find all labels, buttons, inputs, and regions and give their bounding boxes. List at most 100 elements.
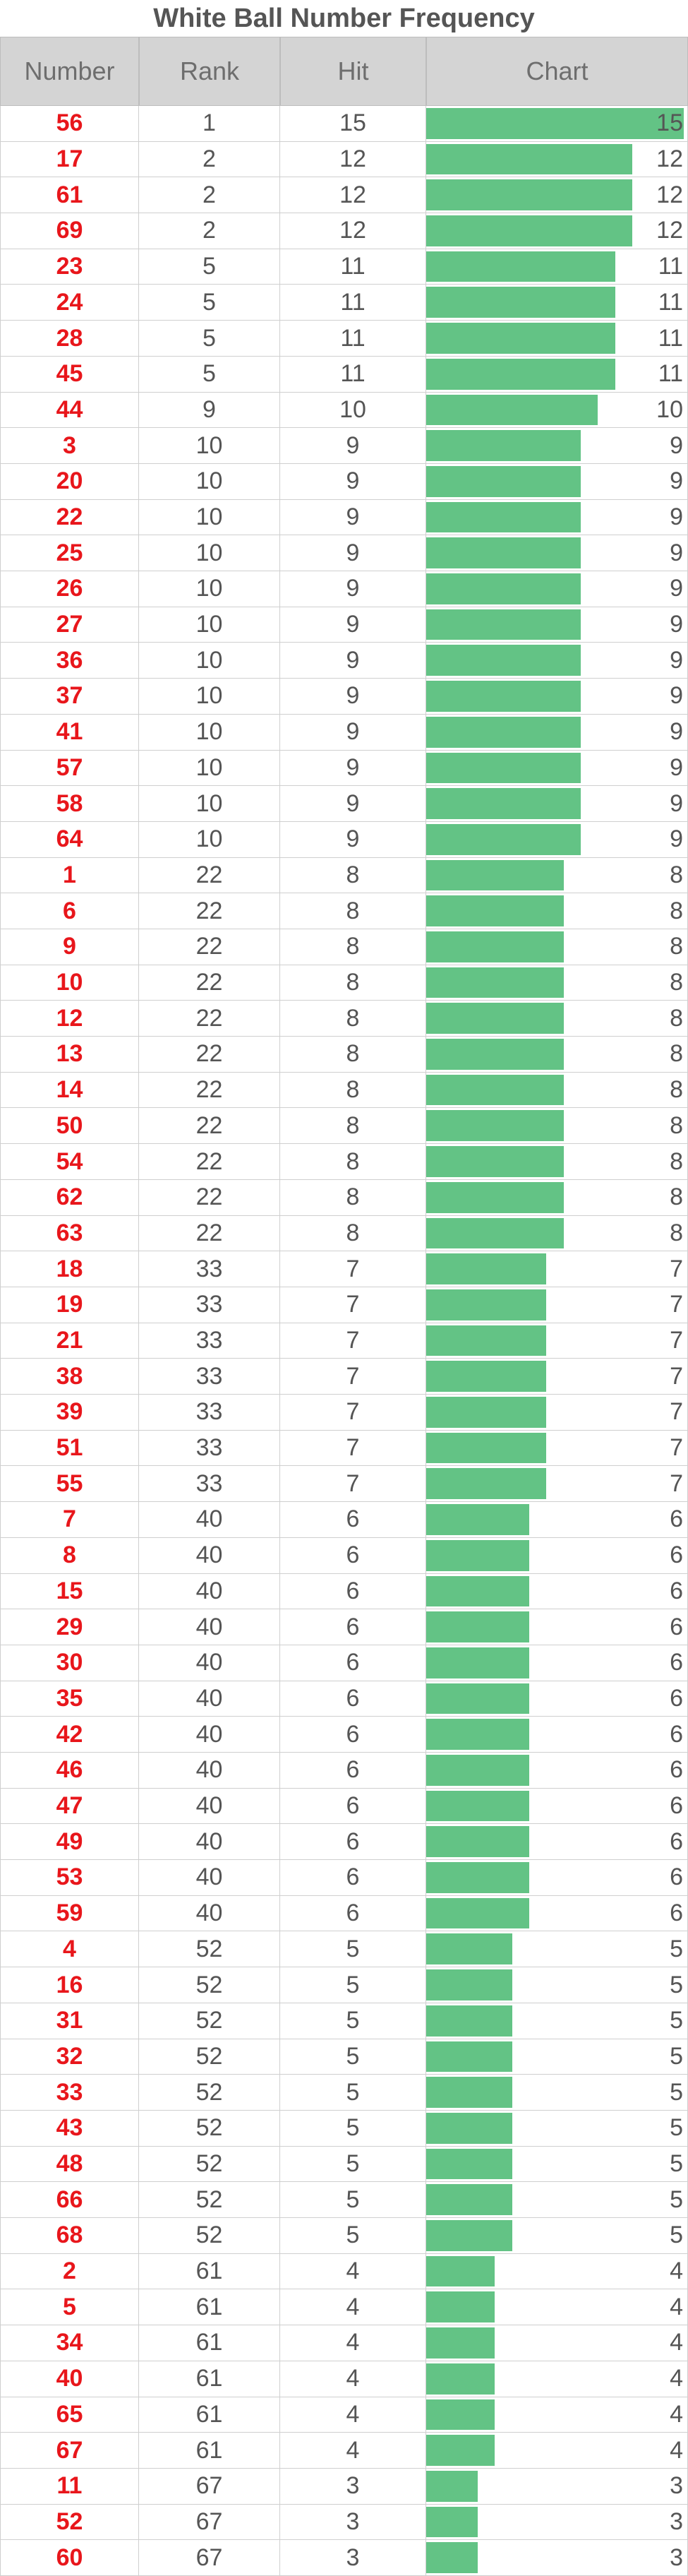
bar-value-label: 5: [670, 2186, 683, 2213]
ball-number: 44: [0, 392, 139, 429]
table-row: 49 40 6 6: [0, 1824, 688, 1861]
frequency-bar: [426, 215, 632, 246]
hit-value: 4: [280, 2289, 426, 2326]
table-row: 33 52 5 5: [0, 2075, 688, 2111]
table-row: 45 5 11 11: [0, 356, 688, 393]
table-row: 3 10 9 9: [0, 428, 688, 464]
header-number: Number: [0, 37, 139, 106]
bar-value-label: 7: [670, 1255, 683, 1282]
table-row: 57 10 9 9: [0, 750, 688, 787]
frequency-bar: [426, 1397, 547, 1428]
bar-value-label: 6: [670, 1827, 683, 1855]
chart-cell: 5: [426, 1967, 688, 2003]
hit-value: 6: [280, 1824, 426, 1861]
header-hit: Hit: [280, 37, 426, 106]
hit-value: 8: [280, 1001, 426, 1037]
table-row: 30 40 6 6: [0, 1645, 688, 1681]
rank-value: 40: [139, 1681, 280, 1717]
ball-number: 61: [0, 177, 139, 214]
bar-value-label: 9: [670, 646, 683, 674]
hit-value: 9: [280, 679, 426, 715]
hit-value: 5: [280, 2146, 426, 2183]
table-row: 7 40 6 6: [0, 1502, 688, 1538]
frequency-bar: [426, 1039, 564, 1070]
hit-value: 9: [280, 499, 426, 536]
ball-number: 43: [0, 2110, 139, 2147]
ball-number: 52: [0, 2504, 139, 2541]
table-row: 46 40 6 6: [0, 1753, 688, 1789]
bar-value-label: 7: [670, 1291, 683, 1318]
chart-cell: 7: [426, 1287, 688, 1323]
chart-cell: 9: [426, 535, 688, 572]
ball-number: 46: [0, 1753, 139, 1789]
hit-value: 4: [280, 2433, 426, 2469]
table-row: 5 61 4 4: [0, 2289, 688, 2326]
bar-value-label: 8: [670, 933, 683, 960]
bar-value-label: 8: [670, 1076, 683, 1104]
hit-value: 6: [280, 1753, 426, 1789]
table-row: 26 10 9 9: [0, 571, 688, 607]
ball-number: 36: [0, 643, 139, 679]
ball-number: 64: [0, 821, 139, 858]
chart-cell: 6: [426, 1717, 688, 1753]
frequency-bar: [426, 1253, 547, 1284]
chart-cell: 4: [426, 2325, 688, 2361]
table-row: 32 52 5 5: [0, 2039, 688, 2075]
hit-value: 7: [280, 1430, 426, 1467]
bar-value-label: 6: [670, 1792, 683, 1820]
chart-cell: 8: [426, 1144, 688, 1180]
table-row: 6 22 8 8: [0, 893, 688, 929]
hit-value: 15: [280, 106, 426, 142]
rank-value: 52: [139, 2003, 280, 2039]
table-row: 62 22 8 8: [0, 1179, 688, 1216]
chart-cell: 8: [426, 1072, 688, 1109]
table-row: 2 61 4 4: [0, 2253, 688, 2290]
table-row: 56 1 15 15: [0, 106, 688, 142]
hit-value: 8: [280, 1108, 426, 1145]
bar-value-label: 4: [670, 2258, 683, 2285]
hit-value: 7: [280, 1395, 426, 1431]
table-row: 69 2 12 12: [0, 213, 688, 249]
table-row: 18 33 7 7: [0, 1251, 688, 1287]
table-row: 38 33 7 7: [0, 1359, 688, 1395]
ball-number: 3: [0, 428, 139, 464]
chart-cell: 12: [426, 177, 688, 214]
frequency-bar: [426, 358, 615, 390]
chart-cell: 3: [426, 2540, 688, 2576]
ball-number: 50: [0, 1108, 139, 1145]
frequency-bar: [426, 573, 581, 604]
bar-value-label: 12: [656, 145, 683, 173]
frequency-bar: [426, 645, 581, 676]
ball-number: 49: [0, 1824, 139, 1861]
table-row: 59 40 6 6: [0, 1895, 688, 1932]
table-row: 43 52 5 5: [0, 2110, 688, 2147]
rank-value: 1: [139, 106, 280, 142]
frequency-bar: [426, 2506, 478, 2538]
header-rank: Rank: [139, 37, 280, 106]
chart-cell: 12: [426, 213, 688, 249]
table-row: 58 10 9 9: [0, 786, 688, 822]
ball-number: 29: [0, 1609, 139, 1645]
table-row: 10 22 8 8: [0, 965, 688, 1001]
hit-value: 3: [280, 2504, 426, 2541]
chart-cell: 9: [426, 607, 688, 643]
frequency-bar: [426, 1933, 512, 1965]
ball-number: 8: [0, 1537, 139, 1574]
chart-cell: 8: [426, 929, 688, 965]
table-row: 28 5 11 11: [0, 321, 688, 357]
hit-value: 5: [280, 2182, 426, 2219]
bar-value-label: 4: [670, 2329, 683, 2356]
rank-value: 52: [139, 2075, 280, 2111]
frequency-bar: [426, 287, 615, 318]
hit-value: 6: [280, 1717, 426, 1753]
hit-value: 5: [280, 1967, 426, 2003]
frequency-bar: [426, 752, 581, 784]
frequency-bar: [426, 1325, 547, 1356]
bar-value-label: 8: [670, 861, 683, 888]
rank-value: 10: [139, 499, 280, 536]
ball-number: 47: [0, 1788, 139, 1825]
rank-value: 22: [139, 1037, 280, 1073]
hit-value: 7: [280, 1287, 426, 1323]
bar-value-label: 7: [670, 1362, 683, 1390]
hit-value: 11: [280, 249, 426, 285]
